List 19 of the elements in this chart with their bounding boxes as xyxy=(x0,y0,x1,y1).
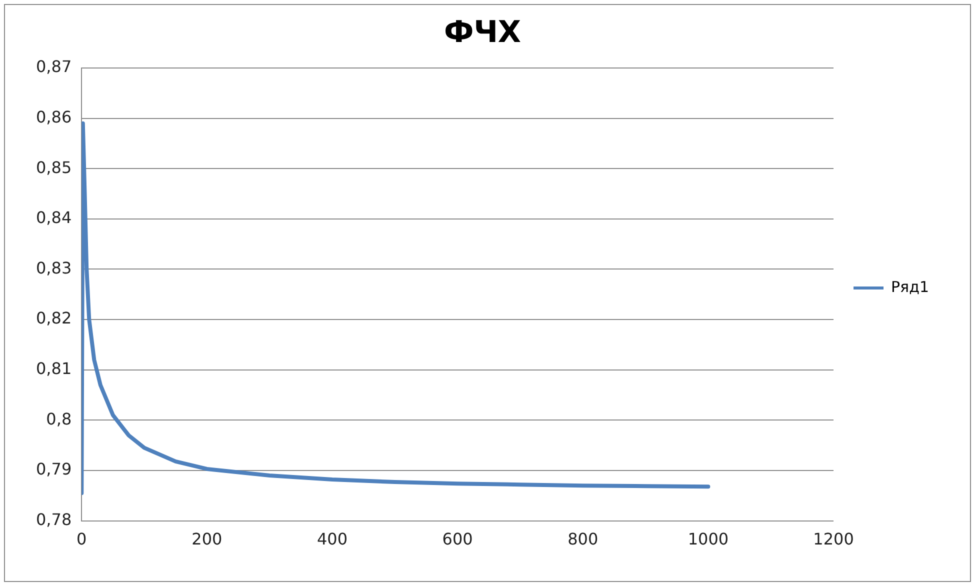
x-tick-label: 600 xyxy=(442,530,473,549)
y-tick-label: 0,81 xyxy=(36,359,72,378)
y-tick-label: 0,86 xyxy=(36,107,72,126)
legend-label: Ряд1 xyxy=(891,278,929,296)
x-tick-label: 200 xyxy=(192,530,222,549)
y-tick-label: 0,83 xyxy=(36,258,72,278)
x-tick-label: 400 xyxy=(316,530,348,549)
y-tick-label: 0,87 xyxy=(36,57,72,76)
y-tick-label: 0,84 xyxy=(36,208,72,228)
y-tick-label: 0,8 xyxy=(46,409,72,428)
y-tick-label: 0,85 xyxy=(36,158,72,177)
x-tick-label: 1000 xyxy=(688,530,729,549)
x-tick-label: 0 xyxy=(76,530,87,549)
y-tick-label: 0,82 xyxy=(36,308,72,328)
y-tick-label: 0,79 xyxy=(36,460,72,479)
y-tick-label: 0,78 xyxy=(36,510,72,529)
x-tick-label: 800 xyxy=(568,530,598,549)
x-tick-label: 1200 xyxy=(813,530,854,549)
chart-title: ФЧХ xyxy=(444,14,522,50)
